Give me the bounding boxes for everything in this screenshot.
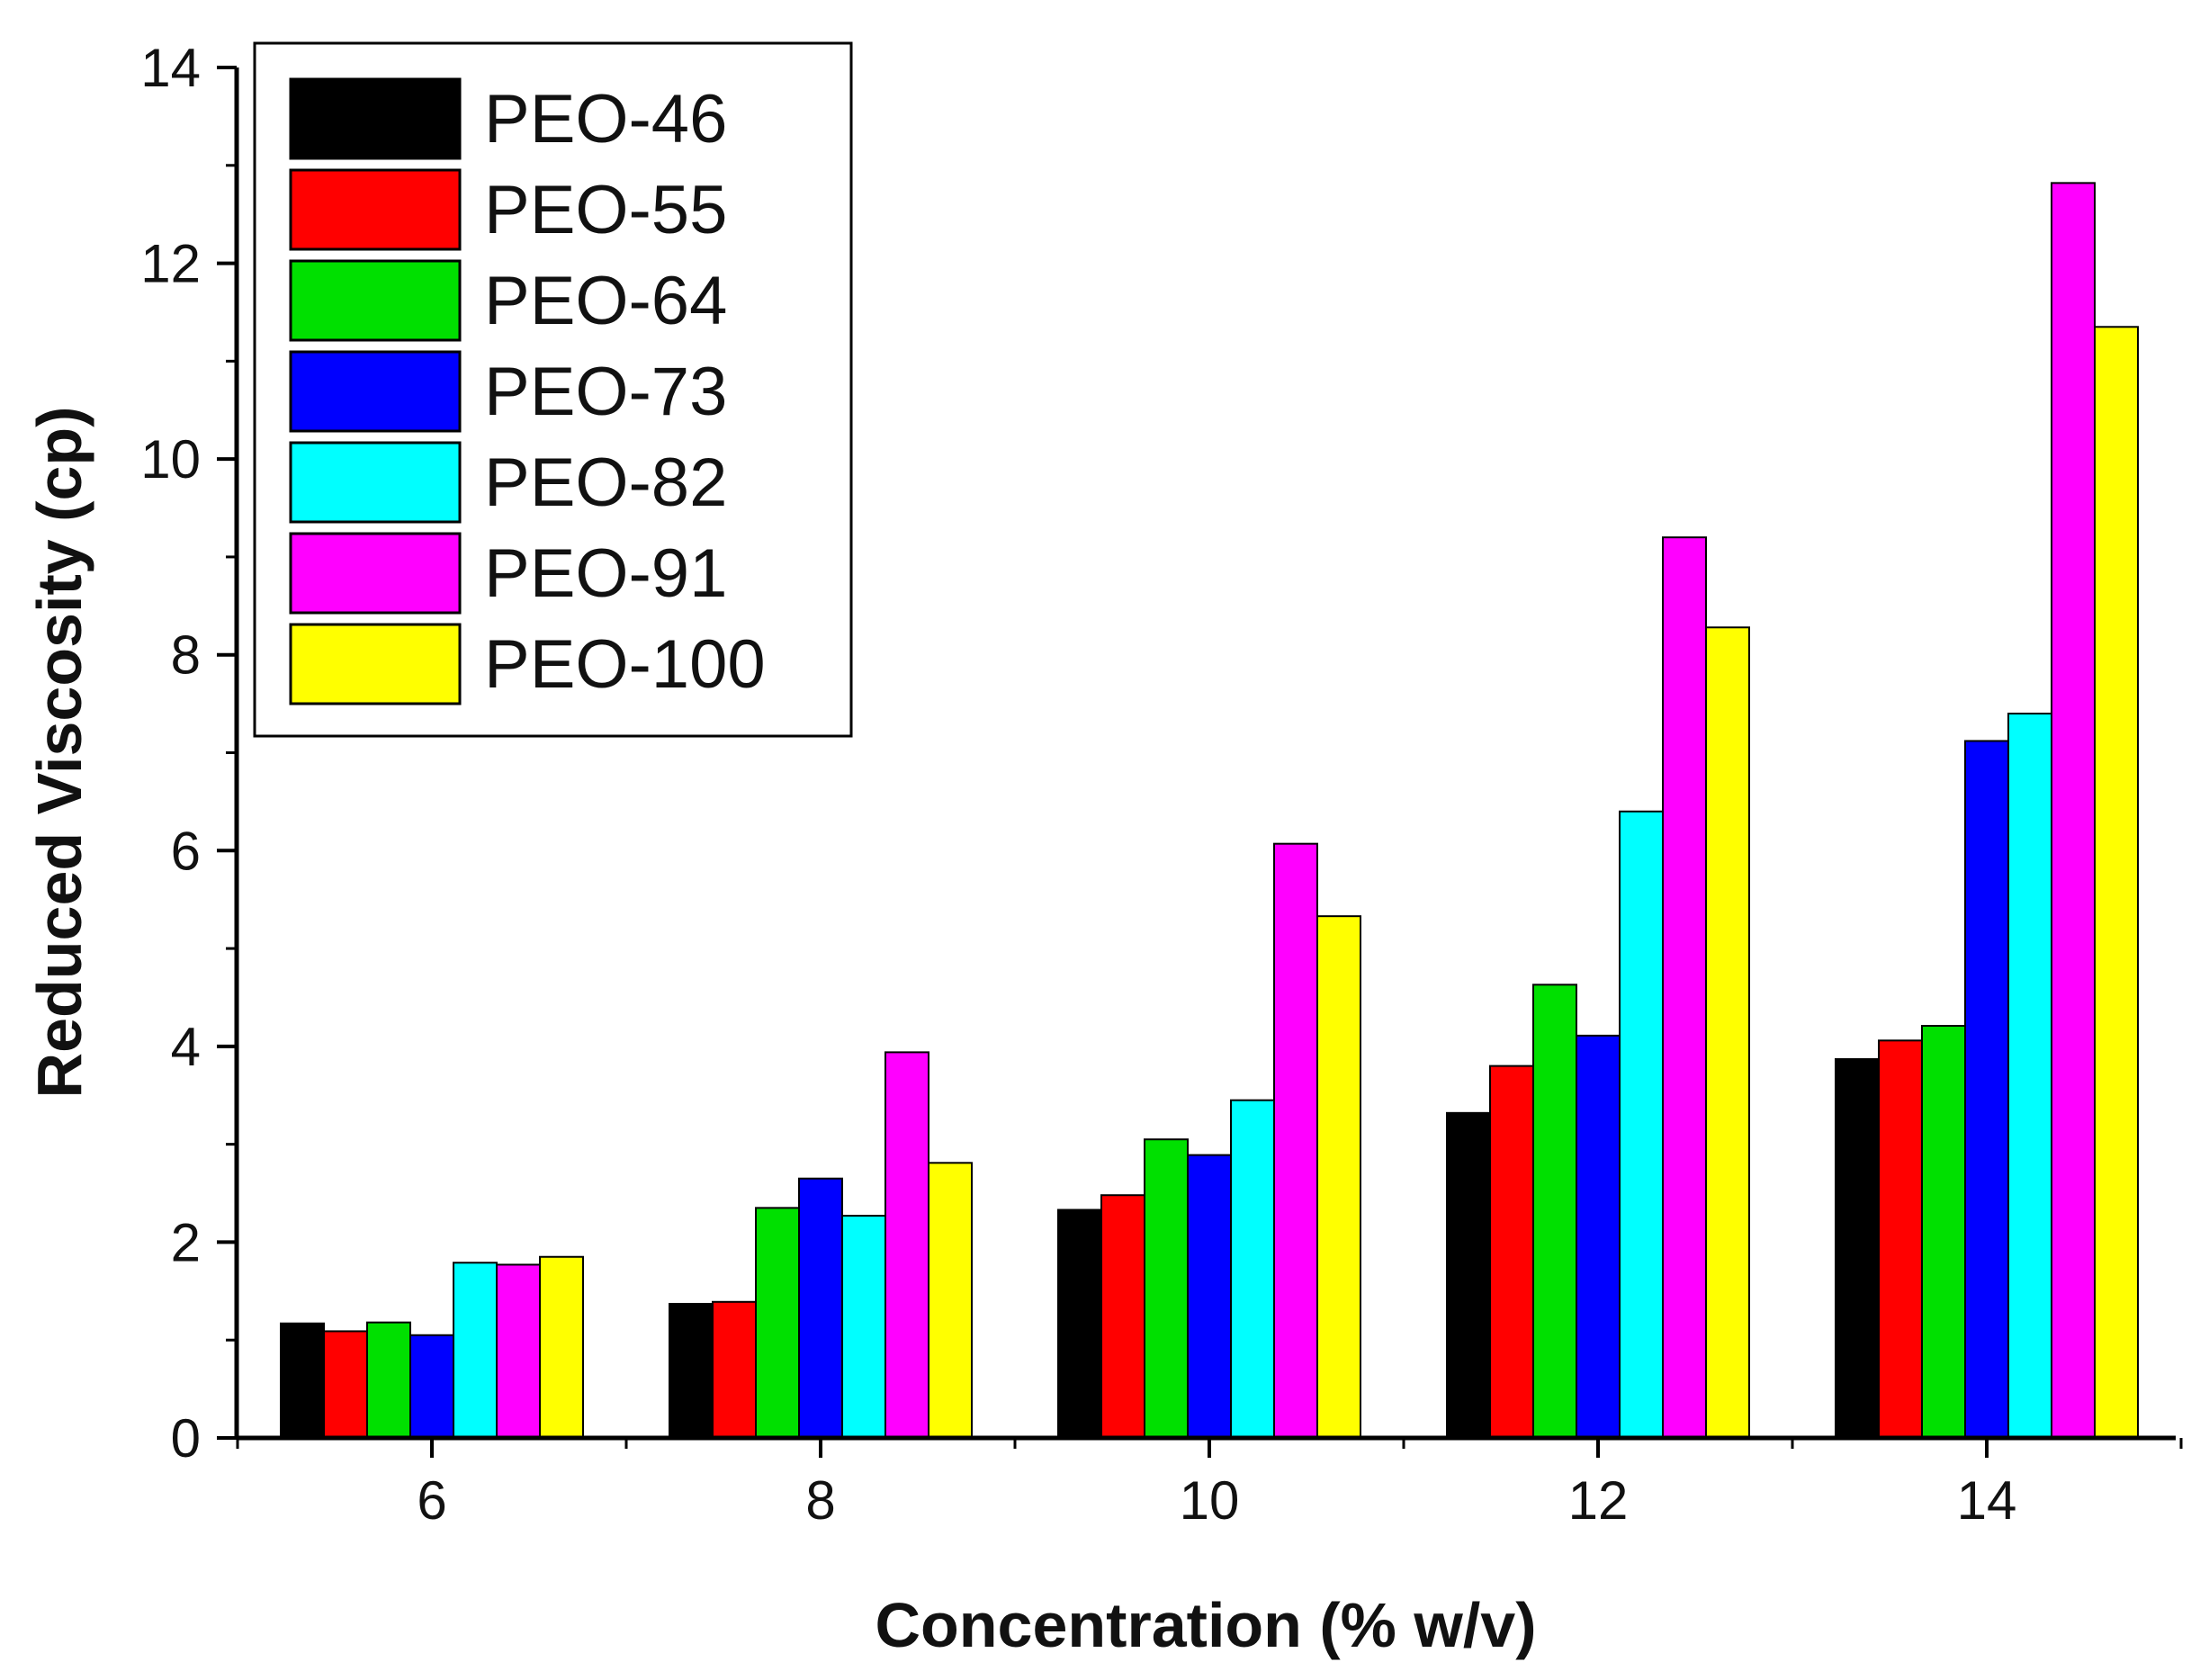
bar-peo-55-12	[1489, 1065, 1534, 1439]
bar-peo-46-10	[1057, 1208, 1102, 1440]
legend-label-peo-100: PEO-100	[484, 626, 766, 703]
bar-peo-82-10	[1230, 1099, 1275, 1440]
bar-peo-91-10	[1273, 842, 1318, 1439]
bar-peo-64-8	[755, 1207, 800, 1439]
bar-peo-100-14	[2094, 326, 2139, 1440]
y-tick-label: 0	[171, 1408, 201, 1469]
bar-peo-82-8	[841, 1215, 886, 1439]
bar-peo-64-14	[1921, 1025, 1966, 1439]
legend-swatch-peo-46	[289, 77, 462, 160]
legend-swatch-peo-91	[289, 532, 462, 615]
bar-peo-100-10	[1316, 915, 1361, 1439]
bar-peo-73-8	[798, 1177, 843, 1440]
bar-peo-91-14	[2051, 182, 2096, 1439]
legend-swatch-peo-55	[289, 168, 462, 251]
bar-peo-82-6	[453, 1262, 498, 1439]
legend-swatch-peo-100	[289, 623, 462, 705]
x-tick-label: 12	[1568, 1470, 1629, 1531]
bar-peo-91-12	[1662, 536, 1707, 1439]
bar-peo-46-12	[1446, 1111, 1491, 1439]
x-tick-label: 8	[805, 1470, 835, 1531]
legend-label-peo-46: PEO-46	[484, 81, 727, 157]
bar-peo-73-6	[409, 1334, 454, 1440]
bar-peo-64-10	[1144, 1138, 1189, 1440]
legend-label-peo-82: PEO-82	[484, 445, 727, 521]
x-tick-label: 10	[1180, 1470, 1240, 1531]
bar-peo-55-6	[323, 1330, 368, 1440]
ticks-layer: 0 2 4 6 8 10 12 14 6 8 10 12 14	[140, 38, 2183, 1531]
x-tick-label: 6	[417, 1470, 446, 1531]
y-tick-label: 4	[171, 1017, 201, 1077]
legend: PEO-46 PEO-55 PEO-64 PEO-73 PEO-82 PEO-91 PEO-…	[253, 41, 853, 738]
x-tick-label: 14	[1957, 1470, 2017, 1531]
bar-peo-100-8	[928, 1162, 973, 1439]
bar-peo-82-14	[2007, 712, 2052, 1439]
legend-label-peo-73: PEO-73	[484, 354, 727, 430]
legend-label-peo-55: PEO-55	[484, 172, 727, 248]
bar-peo-100-12	[1705, 626, 1750, 1439]
legend-label-peo-91: PEO-91	[484, 535, 727, 612]
y-tick-label: 10	[140, 429, 201, 490]
bar-peo-46-14	[1835, 1057, 1880, 1439]
bar-peo-73-12	[1576, 1034, 1621, 1440]
bar-peo-46-8	[669, 1302, 714, 1440]
legend-swatch-peo-82	[289, 441, 462, 524]
bar-peo-46-6	[280, 1322, 325, 1439]
y-tick-label: 12	[140, 234, 201, 294]
bar-peo-55-10	[1100, 1194, 1145, 1439]
y-tick-label: 2	[171, 1212, 201, 1272]
y-tick-label: 6	[171, 821, 201, 881]
y-axis-title: Reduced Viscosity (cp)	[24, 407, 94, 1099]
bar-peo-55-14	[1878, 1039, 1923, 1439]
bar-peo-73-10	[1187, 1154, 1232, 1439]
bar-peo-82-12	[1619, 810, 1664, 1439]
legend-swatch-peo-73	[289, 350, 462, 433]
bar-peo-55-8	[712, 1300, 757, 1439]
bar-peo-100-6	[539, 1255, 584, 1440]
y-tick-label: 8	[171, 625, 201, 686]
bars-layer	[280, 182, 2139, 1440]
bar-peo-64-12	[1532, 984, 1577, 1439]
x-axis-title: Concentration (% w/v)	[875, 1590, 1536, 1660]
bar-peo-91-6	[496, 1263, 541, 1440]
bar-peo-91-8	[884, 1051, 929, 1439]
bar-peo-64-6	[366, 1321, 411, 1439]
legend-label-peo-64: PEO-64	[484, 263, 727, 339]
y-tick-label: 14	[140, 38, 201, 98]
bar-peo-73-14	[1964, 740, 2009, 1439]
legend-swatch-peo-64	[289, 259, 462, 342]
